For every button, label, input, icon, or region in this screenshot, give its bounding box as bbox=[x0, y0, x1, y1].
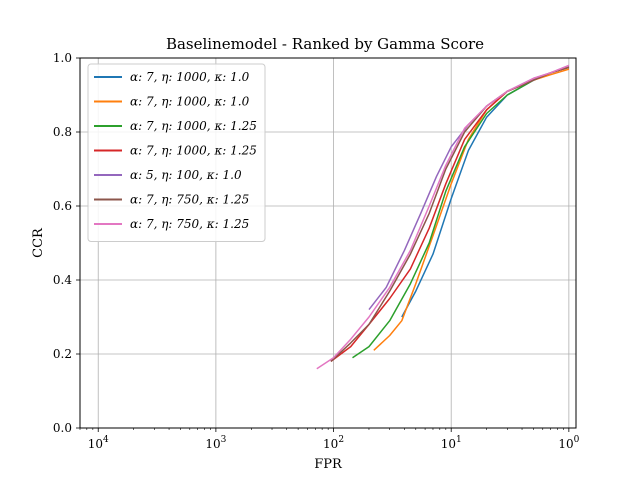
x-tick-label: 104 bbox=[88, 435, 109, 451]
legend-entry: α: 7, η: 750, κ: 1.25 bbox=[130, 217, 249, 231]
series-line-2 bbox=[374, 69, 569, 350]
x-tick-exponent: 0 bbox=[574, 435, 580, 445]
y-tick-label: 0.4 bbox=[53, 273, 72, 287]
x-axis-ticks: 104 103 102 101 100 bbox=[80, 428, 580, 451]
x-tick-exponent: 1 bbox=[456, 435, 462, 445]
y-axis-label: CCR bbox=[31, 227, 46, 258]
series-line-3 bbox=[353, 67, 569, 357]
y-tick-label: 0.0 bbox=[53, 421, 72, 435]
x-tick-label: 100 bbox=[558, 435, 579, 451]
x-tick-label: 103 bbox=[205, 435, 226, 451]
legend-entry: α: 7, η: 1000, κ: 1.0 bbox=[130, 70, 250, 84]
y-tick-label: 0.6 bbox=[53, 199, 72, 213]
x-tick-exponent: 3 bbox=[221, 435, 227, 445]
y-tick-label: 0.8 bbox=[53, 125, 72, 139]
series-line-7 bbox=[317, 65, 569, 368]
x-tick-exponent: 2 bbox=[338, 435, 344, 445]
legend-entry: α: 5, η: 100, κ: 1.0 bbox=[130, 168, 242, 182]
y-tick-label: 0.2 bbox=[53, 347, 72, 361]
legend-entry: α: 7, η: 750, κ: 1.25 bbox=[130, 193, 249, 207]
x-tick-label: 101 bbox=[441, 435, 462, 451]
series-line-4 bbox=[331, 67, 569, 361]
series-line-6 bbox=[331, 67, 569, 361]
legend-entry: α: 7, η: 1000, κ: 1.25 bbox=[130, 119, 257, 133]
x-tick-exponent: 4 bbox=[103, 435, 109, 445]
series-line-1 bbox=[402, 67, 569, 317]
y-axis-ticks: 0.0 0.2 0.4 0.6 0.8 1.0 bbox=[53, 51, 80, 435]
legend-entry: α: 7, η: 1000, κ: 1.25 bbox=[130, 144, 257, 158]
y-tick-label: 1.0 bbox=[53, 51, 72, 65]
legend-entry: α: 7, η: 1000, κ: 1.0 bbox=[130, 95, 250, 109]
series-lines bbox=[317, 65, 569, 368]
x-axis-label: FPR bbox=[314, 457, 343, 472]
x-tick-label: 102 bbox=[323, 435, 344, 451]
legend: α: 7, η: 1000, κ: 1.0 α: 7, η: 1000, κ: 1… bbox=[88, 64, 265, 242]
chart-title: Baselinemodel - Ranked by Gamma Score bbox=[166, 35, 484, 53]
